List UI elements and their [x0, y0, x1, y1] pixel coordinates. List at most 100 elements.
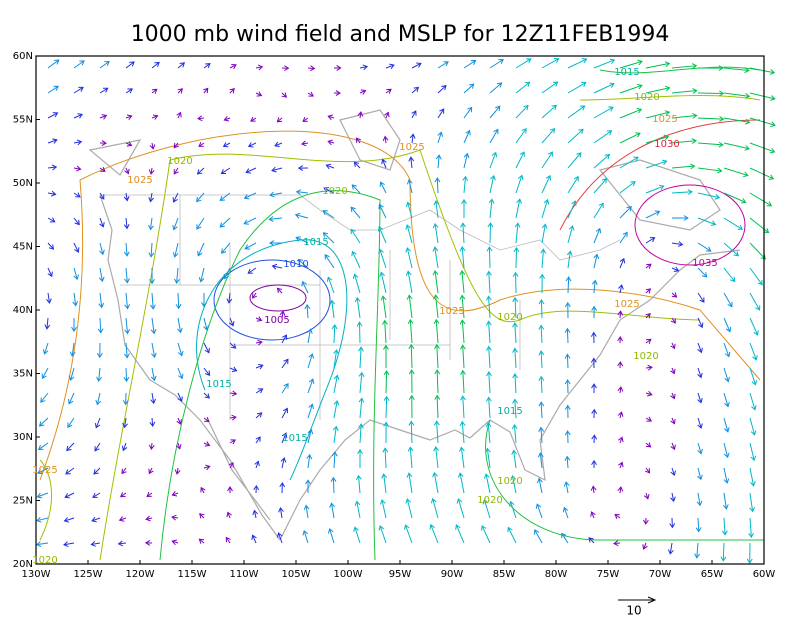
wind-arrow: [99, 115, 107, 119]
wind-arrow: [327, 277, 335, 294]
wind-arrow-head: [571, 200, 577, 206]
wind-arrow: [269, 192, 283, 196]
wind-arrow-head: [244, 244, 250, 250]
wind-arrow: [671, 317, 676, 324]
wind-arrow: [671, 165, 695, 169]
wind-arrow-head: [493, 128, 499, 135]
wind-arrow-head: [718, 141, 724, 148]
wind-arrow-head: [301, 140, 307, 147]
wind-arrow-head: [269, 240, 275, 246]
wind-arrow: [125, 142, 132, 146]
wind-arrow: [229, 367, 237, 372]
wind-arrow-head: [383, 395, 390, 401]
wind-arrow-head: [488, 198, 495, 204]
wind-arrow: [119, 517, 127, 521]
wind-arrow: [515, 105, 529, 119]
wind-arrow: [541, 58, 559, 69]
wind-arrow: [566, 354, 569, 369]
wind-arrow-head: [294, 212, 301, 219]
isobar: [634, 184, 746, 266]
wind-arrow: [37, 467, 49, 474]
wind-arrow: [73, 60, 85, 69]
wind-arrow: [462, 396, 465, 419]
wind-arrow: [380, 272, 387, 294]
wind-arrow-head: [178, 373, 184, 380]
wind-arrow-head: [486, 270, 492, 276]
wind-arrow-head: [150, 375, 157, 382]
wind-arrow: [406, 498, 413, 519]
wind-arrow: [177, 342, 183, 356]
wind-arrow: [723, 467, 728, 484]
isobar-label: 1020: [322, 186, 347, 197]
wind-arrow-head: [154, 61, 160, 68]
wind-arrow-head: [174, 469, 181, 475]
wind-arrow: [408, 473, 413, 494]
wind-arrow: [326, 164, 335, 169]
isobar-label: 1015: [282, 433, 307, 444]
wind-arrow: [645, 136, 669, 144]
wind-arrow-head: [331, 451, 338, 457]
isobar-label: 1025: [32, 465, 57, 476]
wind-arrow: [463, 176, 467, 194]
wind-arrow: [38, 442, 49, 450]
wind-arrow-head: [255, 436, 261, 442]
wind-arrow: [247, 267, 257, 274]
wind-arrow-head: [405, 270, 412, 276]
wind-arrow-head: [491, 151, 498, 158]
wind-arrow-head: [671, 292, 678, 298]
wind-arrow: [645, 392, 652, 396]
wind-arrow: [488, 321, 491, 344]
wind-arrow-head: [327, 528, 334, 534]
wind-arrow: [150, 167, 153, 175]
wind-arrow: [515, 128, 527, 144]
wind-arrow: [350, 206, 361, 219]
wind-arrow: [436, 421, 439, 444]
wind-arrow: [203, 63, 211, 69]
wind-arrow: [203, 317, 208, 331]
wind-arrow-head: [433, 420, 440, 426]
wind-arrow: [723, 442, 729, 458]
wind-arrow: [203, 367, 211, 376]
wind-arrow-head: [226, 298, 233, 304]
wind-arrow-head: [770, 121, 776, 128]
wind-arrow-head: [333, 349, 339, 355]
wind-arrow-head: [269, 191, 275, 198]
wind-arrow-head: [405, 247, 412, 253]
wind-arrow-head: [565, 276, 572, 282]
wind-arrow-head: [724, 401, 730, 408]
wind-arrow: [538, 478, 543, 494]
wind-arrow: [697, 392, 702, 403]
wind-arrow: [171, 516, 179, 519]
wind-arrow-head: [486, 246, 493, 252]
wind-arrow-head: [102, 87, 109, 93]
wind-arrow-head: [148, 252, 155, 258]
wind-arrow: [645, 288, 651, 294]
wind-arrow: [359, 424, 362, 444]
wind-arrow: [461, 246, 465, 269]
wind-arrow-head: [485, 396, 492, 402]
wind-arrow: [281, 92, 287, 98]
wind-arrow-head: [256, 91, 263, 97]
wind-arrow-head: [333, 374, 340, 380]
wind-arrow-head: [383, 344, 389, 350]
y-tick-label: 45N: [13, 242, 33, 253]
wind-arrow-head: [673, 266, 680, 272]
wind-arrow-head: [485, 295, 492, 301]
wind-arrow: [510, 501, 517, 519]
wind-arrow: [384, 320, 387, 344]
wind-arrow: [356, 501, 361, 519]
wind-arrow-head: [175, 444, 182, 450]
wind-arrow-head: [201, 302, 207, 308]
wind-arrow: [593, 154, 610, 169]
wind-arrow: [151, 367, 155, 381]
wind-arrow-head: [281, 92, 288, 98]
wind-arrow: [307, 329, 312, 344]
isobar-label: 1015: [303, 237, 328, 248]
wind-arrow-head: [459, 319, 466, 325]
wind-arrow: [41, 367, 49, 379]
wind-arrow: [723, 67, 749, 72]
wind-arrow-head: [177, 327, 183, 334]
wind-arrow: [73, 242, 79, 253]
wind-arrow-head: [692, 88, 698, 94]
